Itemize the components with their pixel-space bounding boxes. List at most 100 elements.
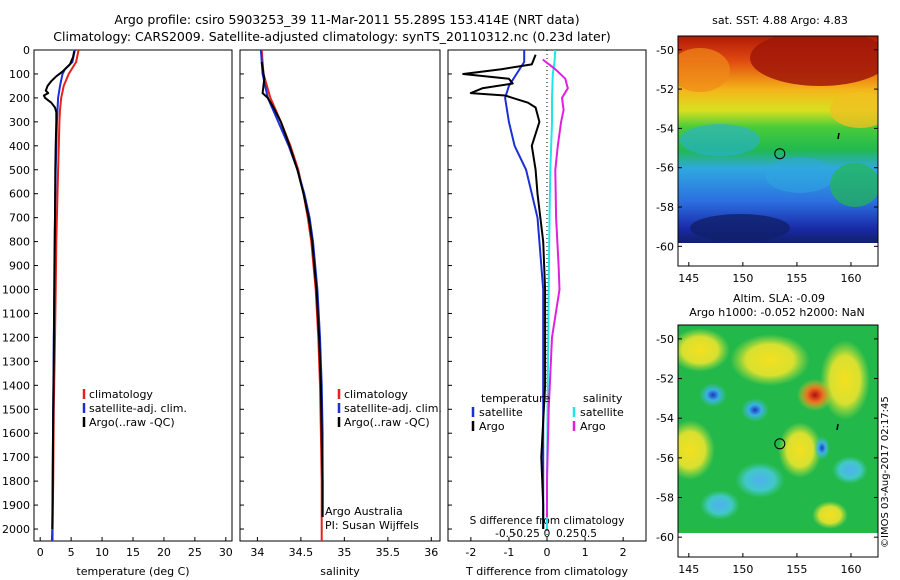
sst-map-field — [678, 36, 878, 243]
legend-title: salinity — [583, 392, 623, 405]
x-tick-label: 0 — [544, 546, 551, 559]
series-line-satellite — [504, 50, 545, 529]
lat-tick-label: -56 — [656, 162, 674, 175]
series-line-argo_salinity — [542, 58, 569, 517]
sla-map-profile-marker — [774, 438, 786, 450]
legend-label: Argo — [479, 420, 505, 433]
difference-panel: -2 -1 0 1 2 T difference from climatology -0.5… — [447, 49, 647, 578]
depth-tick-label: 1500 — [2, 403, 30, 416]
x-tick-label: 20 — [157, 546, 171, 559]
legend-label: Argo(..raw -QC) — [89, 416, 175, 429]
sst-map-title: sat. SST: 4.88 Argo: 4.83 — [712, 14, 848, 27]
x-tick-label: 35 — [337, 546, 351, 559]
x-tick-label: -1 — [503, 546, 514, 559]
legend-label: climatology — [344, 388, 408, 401]
lat-tick-label: -56 — [656, 452, 674, 465]
lat-tick-label: -54 — [656, 412, 674, 425]
series-line-argo — [42, 51, 76, 530]
depth-tick-label: 0 — [23, 44, 30, 57]
x-tick-label: 35.5 — [376, 546, 401, 559]
depth-tick-label: 900 — [9, 260, 30, 273]
depth-tick-label: 1800 — [2, 475, 30, 488]
x-axis-label: T difference from climatology — [465, 565, 628, 578]
lon-tick-label: 150 — [732, 272, 753, 285]
lon-tick-label: 160 — [840, 563, 861, 576]
depth-tick-label: 1200 — [2, 331, 30, 344]
sst-map: sat. SST: 4.88 Argo: 4.83 145 150 155 160 -5… — [656, 14, 879, 285]
x-axis-label: temperature (deg C) — [76, 565, 189, 578]
depth-tick-label: 1400 — [2, 379, 30, 392]
figure-title-line2: Climatology: CARS2009. Satellite-adjuste… — [53, 29, 610, 44]
x-axis-label: salinity — [320, 565, 360, 578]
depth-tick-label: 1600 — [2, 427, 30, 440]
lon-tick-label: 145 — [678, 563, 699, 576]
lon-tick-label: 150 — [732, 563, 753, 576]
x-tick-label: 10 — [95, 546, 109, 559]
s-tick-label: 0.5 — [580, 528, 597, 540]
legend-label: Argo(..raw -QC) — [344, 416, 430, 429]
sla-map-field — [678, 325, 878, 533]
lat-tick-label: -50 — [656, 44, 674, 57]
depth-tick-label: 2000 — [2, 523, 30, 536]
x-tick-label: 2 — [620, 546, 627, 559]
annotation-text: Argo Australia — [325, 505, 403, 518]
depth-tick-label: 800 — [9, 236, 30, 249]
depth-tick-label: 1300 — [2, 355, 30, 368]
legend-label: satellite-adj. clim. — [89, 402, 187, 415]
depth-tick-label: 600 — [9, 188, 30, 201]
series-line-satellite — [259, 49, 324, 517]
series-line-sat_salinity — [546, 49, 557, 529]
sst-map-frame — [677, 35, 879, 267]
x-tick-label: 0 — [37, 546, 44, 559]
legend-label: Argo — [580, 420, 606, 433]
lat-tick-label: -60 — [656, 531, 674, 544]
lat-tick-label: -54 — [656, 122, 674, 135]
depth-tick-label: 1100 — [2, 307, 30, 320]
sla-map-subtitle: Argo h1000: -0.052 h2000: NaN — [689, 306, 865, 319]
panel-frame — [239, 49, 441, 542]
legend-label: satellite — [580, 406, 624, 419]
lat-tick-label: -52 — [656, 373, 674, 386]
annotation-text: PI: Susan Wijffels — [325, 519, 419, 532]
depth-tick-label: 200 — [9, 92, 30, 105]
imos-credit: ©IMOS 03-Aug-2017 02:17:45 — [880, 396, 891, 548]
lon-tick-label: 155 — [786, 563, 807, 576]
panel-frame — [33, 49, 233, 542]
sst-map-float-track — [837, 132, 840, 140]
depth-tick-label: 400 — [9, 140, 30, 153]
x-tick-label: 5 — [68, 546, 75, 559]
figure-title-line1: Argo profile: csiro 5903253_39 11-Mar-20… — [114, 12, 579, 27]
s-tick-label: 0.25 — [556, 528, 579, 540]
series-line-argo — [462, 54, 547, 529]
lat-tick-label: -50 — [656, 333, 674, 346]
x-tick-label: 36 — [424, 546, 438, 559]
legend-label: satellite-adj. clim. — [344, 402, 442, 415]
sla-map-float-track — [836, 423, 839, 431]
lon-tick-label: 155 — [786, 272, 807, 285]
lat-tick-label: -52 — [656, 83, 674, 96]
x-tick-label: 30 — [219, 546, 233, 559]
sst-map-profile-marker — [774, 148, 786, 160]
legend-label: satellite — [479, 406, 523, 419]
lon-tick-label: 145 — [678, 272, 699, 285]
depth-tick-label: 100 — [9, 68, 30, 81]
legend-label: climatology — [89, 388, 153, 401]
depth-tick-label: 1000 — [2, 284, 30, 297]
legend-title: temperature — [481, 392, 550, 405]
depth-tick-label: 500 — [9, 164, 30, 177]
lat-tick-label: -58 — [656, 201, 674, 214]
salinity-panel: 34 34.5 35 35.5 36 salinity climatologysatelli… — [239, 49, 442, 578]
x-tick-label: 25 — [188, 546, 202, 559]
x-tick-label: 1 — [582, 546, 589, 559]
x-tick-label: -2 — [465, 546, 476, 559]
x-tick-label: 34 — [250, 546, 264, 559]
sla-map-title: Altim. SLA: -0.09 — [733, 292, 825, 305]
series-line-climatology — [260, 49, 323, 541]
lon-tick-label: 160 — [840, 272, 861, 285]
sla-map: Altim. SLA: -0.09 Argo h1000: -0.052 h20… — [656, 292, 879, 576]
x-tick-label: 15 — [126, 546, 140, 559]
lat-tick-label: -60 — [656, 240, 674, 253]
s-tick-label: -0.25 — [513, 528, 540, 540]
temperature-panel: 0100200300400500600700800900100011001200… — [2, 44, 233, 578]
